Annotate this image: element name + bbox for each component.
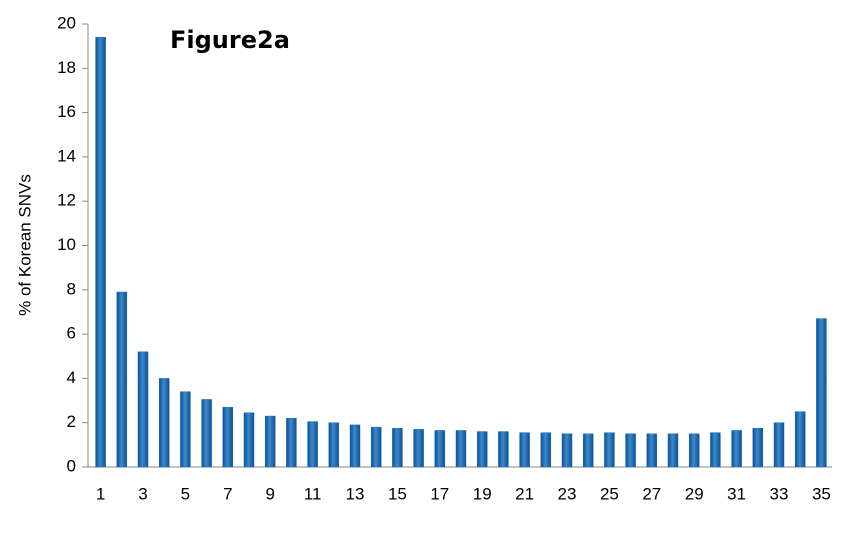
bar <box>180 391 191 468</box>
y-tick-label: 14 <box>57 146 76 165</box>
bar <box>561 433 573 468</box>
x-tick-label: 29 <box>685 484 704 503</box>
y-tick-label: 12 <box>57 191 76 210</box>
x-tick-label: 27 <box>642 484 661 503</box>
bar <box>794 411 806 468</box>
bar <box>816 318 827 468</box>
y-tick-label: 4 <box>67 368 76 387</box>
bar <box>582 433 594 468</box>
x-tick-label: 21 <box>515 484 534 503</box>
bar <box>116 291 128 468</box>
y-tick-label: 10 <box>57 235 76 254</box>
y-tick-label: 2 <box>67 412 76 431</box>
y-tick-label: 20 <box>57 13 76 32</box>
bar <box>158 378 170 468</box>
x-tick-label: 25 <box>600 484 619 503</box>
bar <box>604 432 615 468</box>
bar <box>710 432 721 468</box>
bar <box>688 433 700 468</box>
bar <box>476 431 488 468</box>
bar <box>625 433 636 468</box>
x-tick-label: 7 <box>223 484 232 503</box>
x-tick-label: 15 <box>388 484 407 503</box>
bar <box>752 427 764 468</box>
bar <box>413 429 424 468</box>
y-axis-label: % of Korean SNVs <box>15 174 34 316</box>
bar <box>519 432 530 468</box>
bar <box>137 351 149 468</box>
bar <box>455 430 467 468</box>
x-tick-label: 9 <box>265 484 274 503</box>
bar <box>243 412 255 468</box>
bar <box>731 430 742 468</box>
bar <box>434 430 446 468</box>
x-tick-label: 33 <box>770 484 789 503</box>
x-tick-label: 31 <box>727 484 746 503</box>
y-tick-label: 18 <box>57 58 76 77</box>
y-tick-label: 6 <box>67 324 76 343</box>
bar <box>540 432 552 468</box>
y-tick-label: 8 <box>67 279 76 298</box>
bar <box>667 433 679 468</box>
bar <box>773 422 785 468</box>
bar <box>264 415 276 468</box>
x-tick-label: 3 <box>138 484 147 503</box>
x-tick-label: 13 <box>346 484 365 503</box>
bar <box>370 426 382 468</box>
bar <box>349 424 361 468</box>
x-tick-label: 35 <box>812 484 831 503</box>
x-tick-label: 17 <box>430 484 449 503</box>
x-tick-label: 11 <box>304 484 322 503</box>
y-tick-label: 0 <box>67 456 76 475</box>
bar <box>95 37 106 468</box>
bar <box>646 433 658 468</box>
x-tick-label: 5 <box>181 484 190 503</box>
chart-title: Figure2a <box>170 26 290 54</box>
y-tick-label: 16 <box>57 102 76 121</box>
bar <box>201 399 212 468</box>
bar <box>392 427 403 468</box>
x-tick-label: 23 <box>558 484 577 503</box>
bar <box>498 431 509 468</box>
x-tick-label: 1 <box>96 484 105 503</box>
bar <box>307 421 318 468</box>
bar <box>222 406 234 468</box>
x-tick-label: 19 <box>473 484 492 503</box>
bar <box>286 418 297 468</box>
bar <box>328 422 340 468</box>
